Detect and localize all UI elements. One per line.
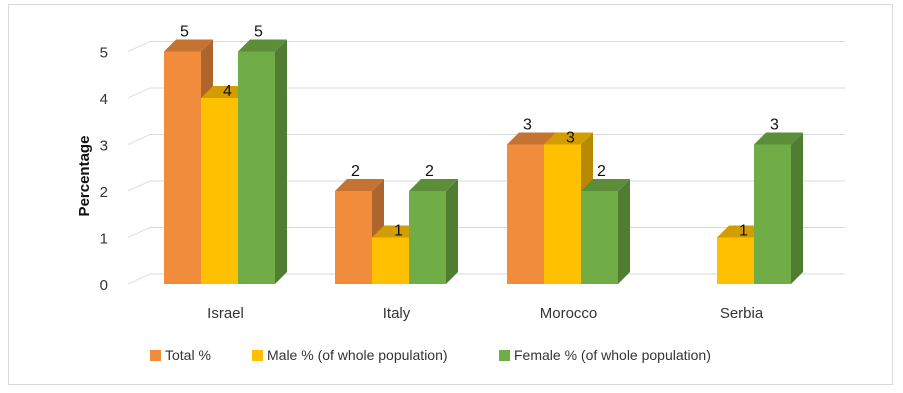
x-tick-label: Israel — [207, 305, 244, 322]
gridline-depth — [127, 227, 151, 238]
data-labels: 5 4 5 2 1 2 3 3 2 1 3 — [180, 24, 779, 240]
y-tick-label: 2 — [100, 184, 108, 201]
gridline-depth — [127, 180, 151, 192]
y-tick-label: 0 — [100, 277, 108, 294]
y-tick-label: 1 — [100, 231, 108, 248]
data-label: 1 — [739, 223, 748, 240]
legend-item: Female % (of whole population) — [499, 347, 711, 363]
y-tick-label: 5 — [100, 45, 108, 62]
x-tick-label: Morocco — [540, 305, 598, 322]
legend-swatch — [150, 350, 161, 361]
legend-swatch — [499, 350, 510, 361]
legend-label: Male % (of whole population) — [267, 347, 448, 363]
gridline-depth — [127, 41, 151, 52]
data-label: 3 — [770, 117, 779, 134]
legend-label: Female % (of whole population) — [514, 347, 711, 363]
y-axis-label: Percentage — [76, 136, 93, 217]
legend-label: Total % — [165, 347, 211, 363]
data-label: 4 — [223, 83, 232, 100]
data-label: 3 — [523, 117, 532, 134]
data-label: 5 — [254, 24, 263, 41]
legend-item: Male % (of whole population) — [252, 347, 448, 363]
data-label: 2 — [597, 163, 606, 180]
y-tick-label: 4 — [100, 91, 108, 108]
data-label: 3 — [566, 130, 575, 147]
bars — [164, 39, 803, 284]
bar — [409, 179, 458, 284]
y-tick-label: 3 — [100, 138, 108, 155]
y-axis-ticks: 0 1 2 3 4 5 — [100, 45, 108, 295]
data-label: 2 — [425, 163, 434, 180]
data-label: 5 — [180, 24, 189, 41]
bar — [754, 132, 803, 284]
bar — [238, 39, 287, 284]
x-tick-label: Italy — [383, 305, 411, 322]
legend-swatch — [252, 350, 263, 361]
legend: Total % Male % (of whole population) Femal… — [150, 347, 711, 363]
gridline-depth — [127, 87, 151, 99]
gridline-depth — [127, 134, 151, 145]
data-label: 2 — [351, 163, 360, 180]
legend-item: Total % — [150, 347, 211, 363]
gridline-depth — [127, 273, 151, 285]
x-axis-ticks: Israel Italy Morocco Serbia — [207, 305, 764, 322]
x-tick-label: Serbia — [720, 305, 764, 322]
bar — [581, 179, 630, 284]
data-label: 1 — [394, 223, 403, 240]
